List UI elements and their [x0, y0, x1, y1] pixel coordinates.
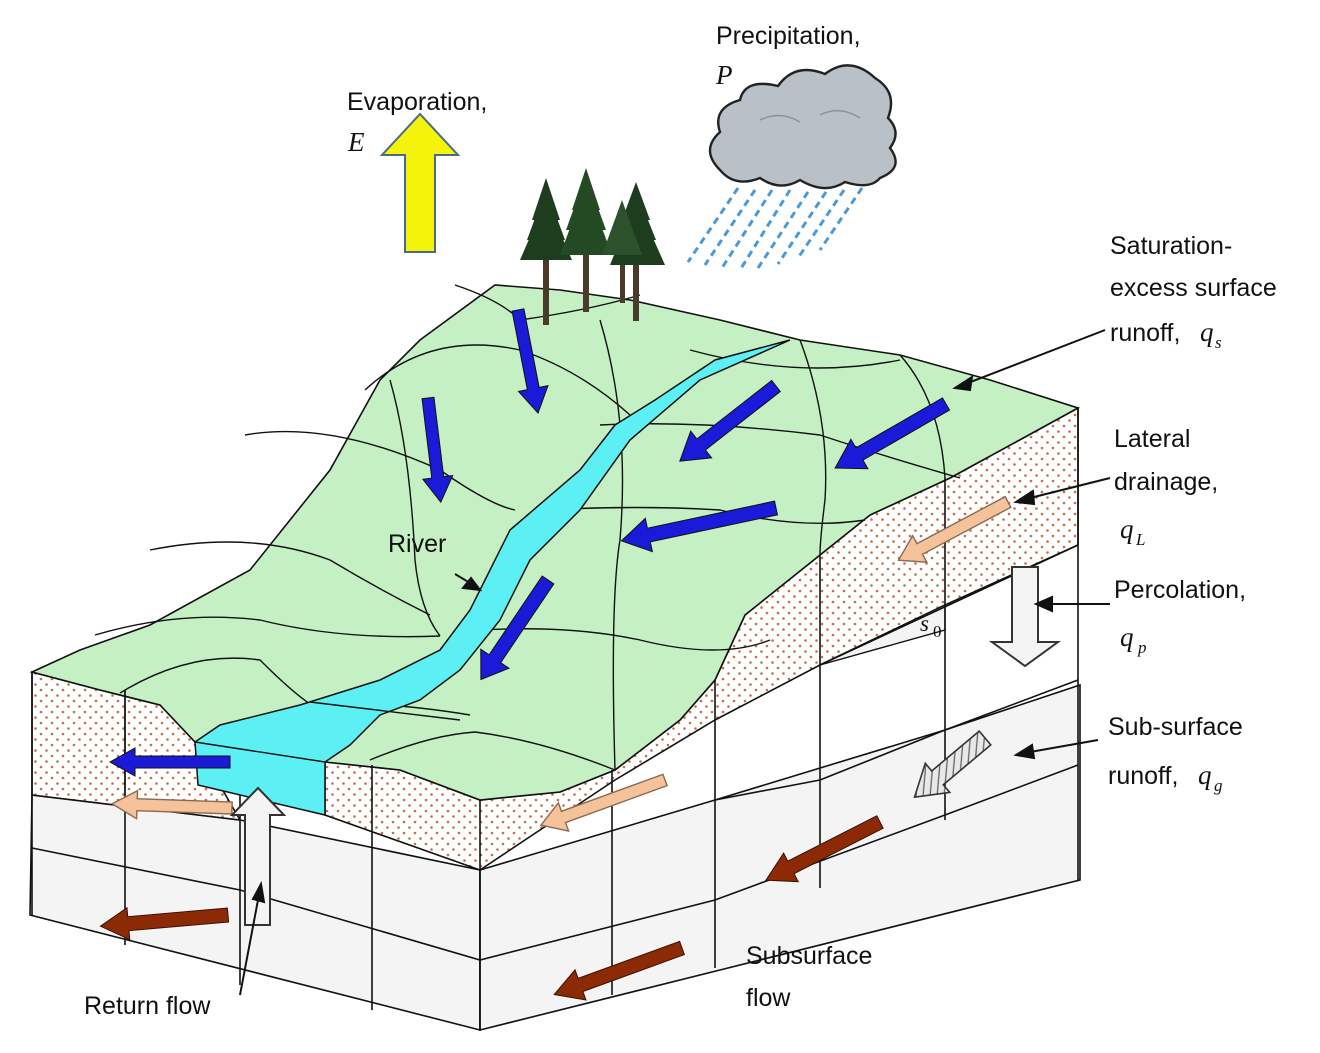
lateral-drainage-arrows: [110, 495, 1012, 832]
lateral-drainage-arrow: [897, 495, 1012, 563]
slope-subscript: 0: [933, 622, 942, 641]
percolation-label: Percolation,: [1114, 576, 1246, 604]
evaporation-symbol: E: [347, 127, 365, 157]
rain-cloud-icon: [708, 64, 897, 190]
surface-runoff-arrows: [108, 308, 951, 777]
rain-streaks: [686, 187, 864, 271]
surface-runoff-arrow: [480, 575, 555, 681]
saturation-label-line3: runoff,: [1110, 319, 1180, 347]
lateral-label-line2: drainage,: [1114, 468, 1218, 496]
river-cross-line: [309, 701, 461, 721]
subsurface-runoff-arrow: [913, 729, 992, 799]
evaporation-arrow: [379, 112, 461, 253]
subsurface-flow-arrow: [765, 815, 884, 883]
percolation-subscript: p: [1137, 638, 1147, 657]
precipitation-symbol: P: [715, 60, 733, 90]
saturation-label-line2: excess surface: [1110, 274, 1277, 302]
label-pointers: [239, 329, 1111, 996]
saturation-subscript: s: [1215, 333, 1222, 352]
surface-runoff-arrow: [511, 308, 549, 415]
subsurface-flow-label-line1: Subsurface: [746, 942, 872, 970]
precipitation-label: Precipitation,: [716, 22, 861, 50]
subsurface-flow-arrow: [553, 940, 686, 1001]
surface-runoff-arrow: [620, 500, 779, 553]
subsurface-runoff-subscript: g: [1214, 776, 1223, 795]
lateral-drainage-arrow: [110, 789, 233, 820]
slope-symbol: s: [920, 611, 929, 636]
surface-runoff-arrow: [421, 396, 454, 504]
surface-runoff-arrow: [108, 747, 231, 777]
percolation-symbol: q: [1120, 622, 1134, 652]
saturation-label-line1: Saturation-: [1110, 232, 1232, 260]
subsurface-runoff-label-line2: runoff,: [1108, 762, 1178, 790]
lateral-label-line1: Lateral: [1114, 425, 1190, 453]
percolation-arrow: [988, 566, 1062, 668]
lateral-symbol: q: [1120, 514, 1134, 544]
river-cross-line: [194, 741, 326, 763]
lateral-subscript: L: [1135, 530, 1145, 549]
surface-runoff-arrow: [834, 397, 951, 470]
surface-runoff-arrow: [679, 379, 782, 462]
return-flow-label: Return flow: [84, 992, 211, 1020]
saturation-symbol: q: [1200, 317, 1214, 347]
evaporation-label: Evaporation,: [347, 88, 487, 116]
river-label: River: [388, 530, 446, 558]
subsurface-flow-arrows: [99, 815, 884, 1001]
return-flow-arrow: [229, 786, 287, 926]
subsurface-runoff-label-line1: Sub-surface: [1108, 713, 1243, 741]
subsurface-runoff-symbol: q: [1198, 760, 1212, 790]
subsurface-flow-label-line2: flow: [746, 984, 791, 1012]
subsurface-flow-arrow: [99, 906, 230, 941]
trees: [520, 168, 665, 325]
lateral-drainage-arrow: [539, 773, 668, 832]
